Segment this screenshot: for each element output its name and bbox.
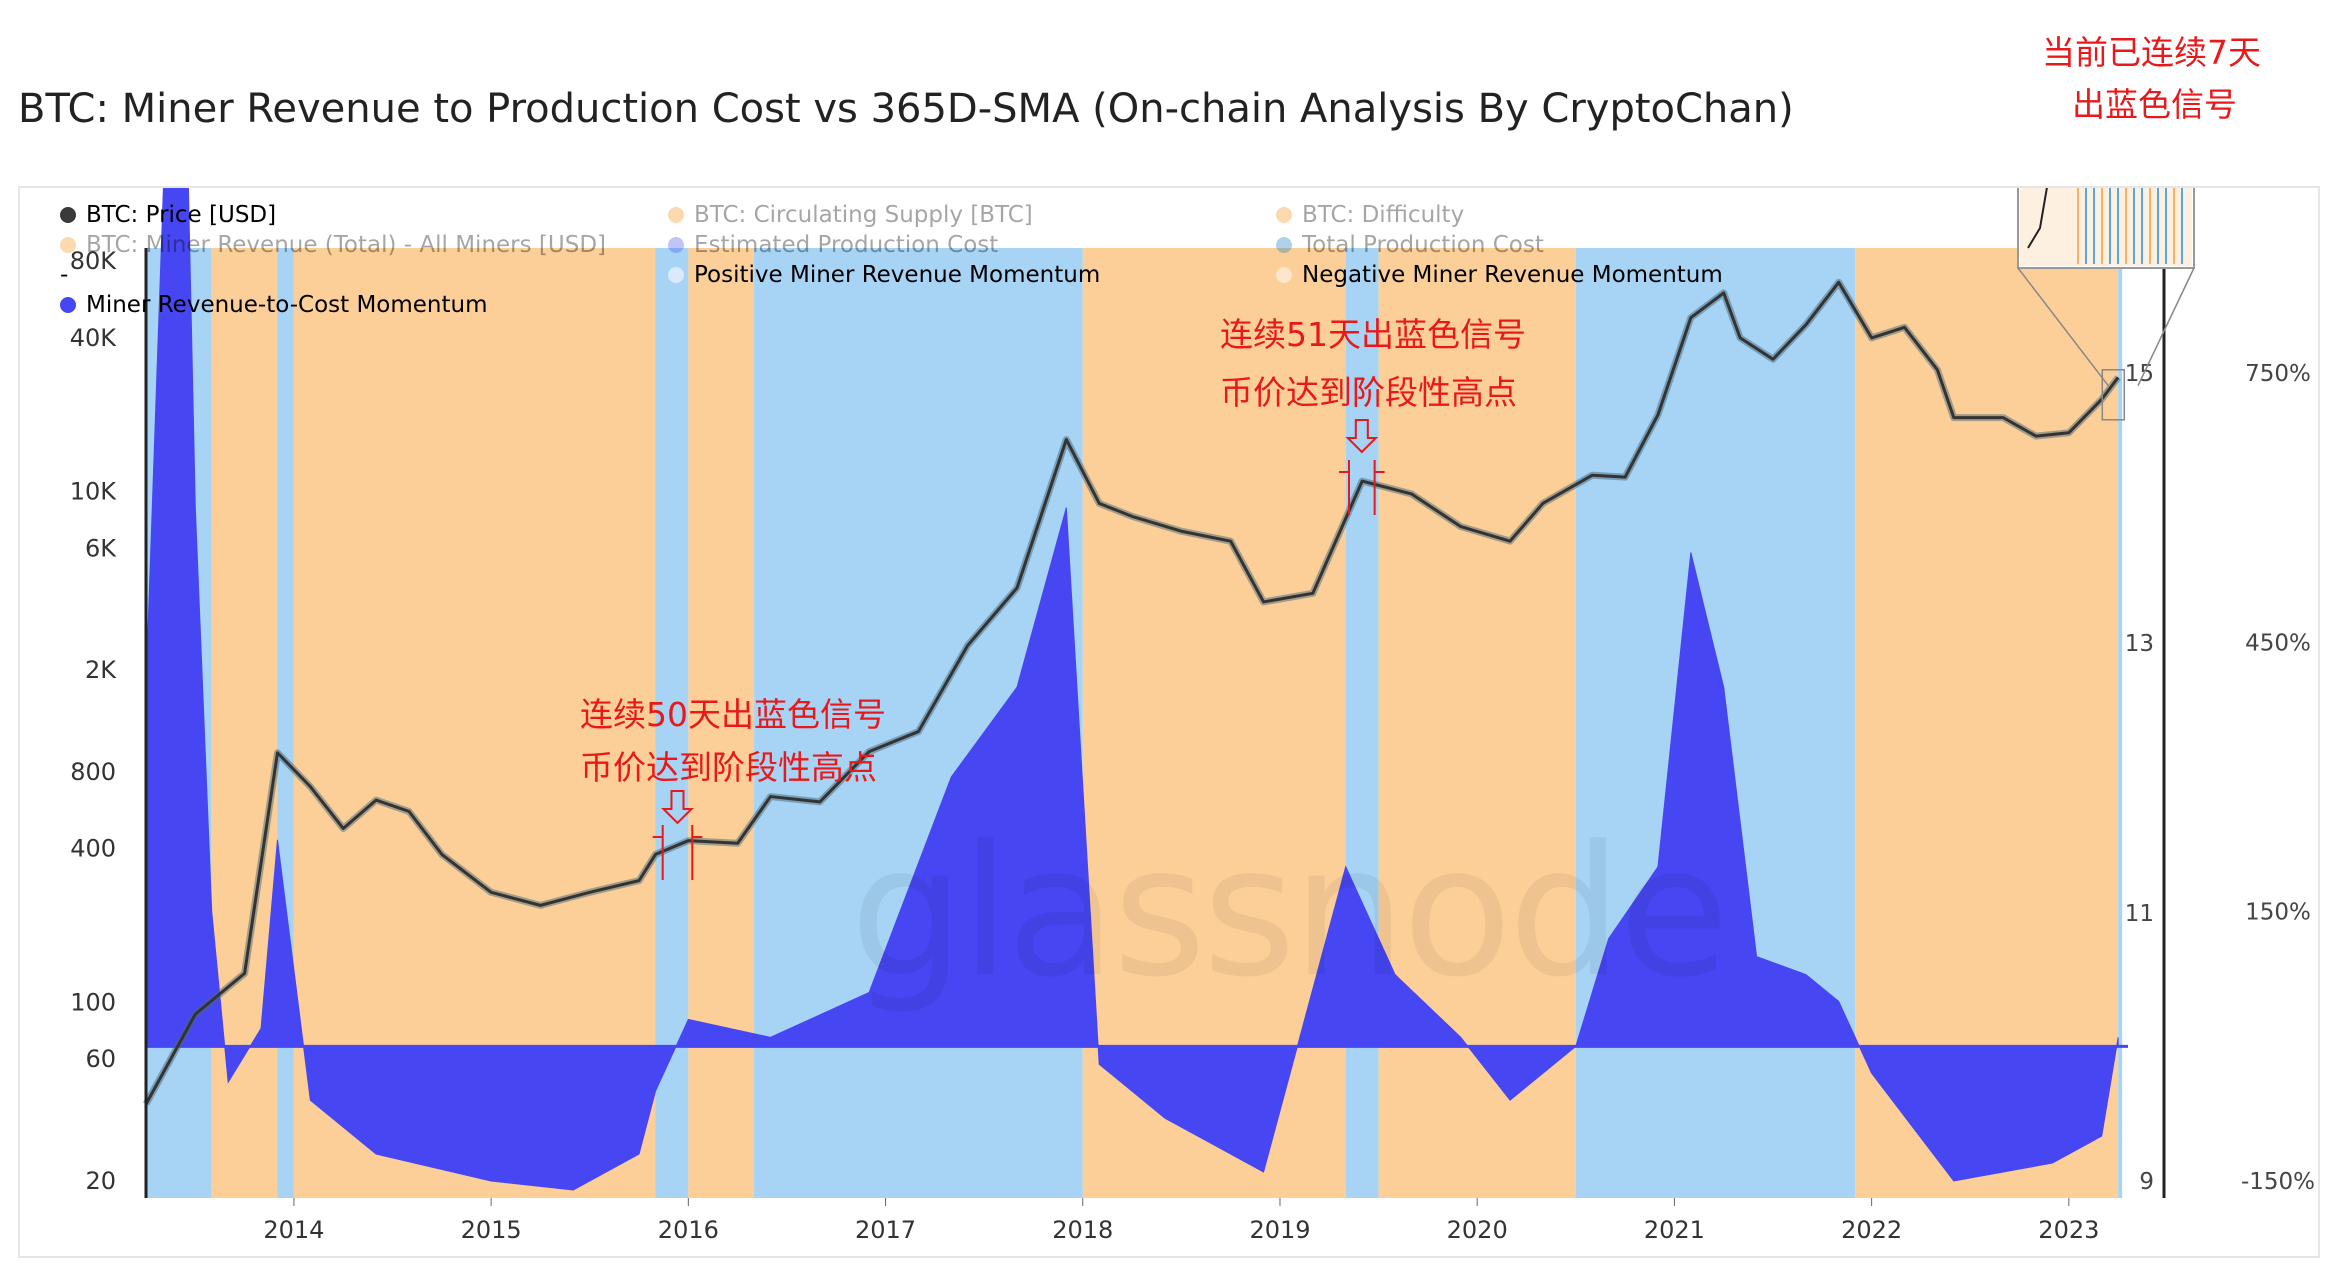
watermark: glassnode [850, 808, 1729, 1017]
legend-label: BTC: Difficulty [1302, 202, 1465, 228]
x-tick-label: 2021 [1644, 1216, 1705, 1244]
legend-item[interactable]: Miner Revenue-to-Cost Momentum [60, 292, 488, 318]
legend-label: BTC: Circulating Supply [BTC] [694, 202, 1033, 228]
legend-item[interactable]: BTC: Difficulty [1276, 202, 1464, 228]
y-right-tick-label: 150% [2245, 900, 2311, 926]
annotation-1-line1: 连续50天出蓝色信号 [580, 695, 886, 734]
y-right-tick-label: -150% [2241, 1169, 2315, 1195]
y-left-tick-label: 400 [70, 835, 116, 863]
annotation-3-line1: 当前已连续7天 [2042, 33, 2261, 72]
y-left-tick-label: 20 [85, 1167, 116, 1195]
legend-dot-icon [60, 237, 76, 253]
signal-band-positive [277, 248, 294, 1198]
chart-frame: 2014 2015 2016 2017 2018 2019 2020 2021 2022 2023… [18, 33, 2320, 1258]
zoom-inset-bg [2020, 188, 2192, 266]
legend-item[interactable]: Positive Miner Revenue Momentum [668, 262, 1100, 288]
legend-label: Miner Revenue-to-Cost Momentum [86, 292, 488, 318]
legend-label: BTC: Miner Revenue (Total) - All Miners … [86, 232, 607, 258]
signal-band-positive [2118, 248, 2123, 1198]
legend-label: Negative Miner Revenue Momentum [1302, 262, 1723, 288]
y-left-tick-label: 80K [70, 247, 118, 275]
annotation-2-line1: 连续51天出蓝色信号 [1220, 315, 1526, 354]
legend-dot-icon [1276, 267, 1292, 283]
legend-dot-icon [668, 237, 684, 253]
x-tick-label: 2023 [2038, 1216, 2099, 1244]
legend-dot-icon [1276, 207, 1292, 223]
x-tick-label: 2017 [855, 1216, 916, 1244]
legend-item[interactable]: BTC: Price [USD] [60, 202, 276, 228]
momentum-area [145, 188, 2119, 1191]
legend-item[interactable]: - [60, 262, 68, 288]
y-right-tick-label: 750% [2245, 361, 2311, 387]
legend-item[interactable]: Estimated Production Cost [668, 232, 998, 258]
legend-dot-icon [60, 297, 76, 313]
x-tick-label: 2022 [1841, 1216, 1902, 1244]
y-mid-tick-label: 11 [2125, 901, 2154, 927]
legend-item[interactable]: Negative Miner Revenue Momentum [1276, 262, 1723, 288]
y-left-tick-label: 800 [70, 758, 116, 786]
signal-band-negative [1855, 248, 2119, 1198]
legend-item[interactable]: BTC: Circulating Supply [BTC] [668, 202, 1033, 228]
page-title: BTC: Miner Revenue to Production Cost vs… [18, 86, 1794, 132]
legend-label: - [60, 262, 69, 288]
bracket-2016-arrow [661, 790, 694, 825]
legend-item[interactable]: BTC: Miner Revenue (Total) - All Miners … [60, 232, 606, 258]
bracket-2019-arrow [1345, 419, 1379, 454]
y-left-tick-label: 2K [85, 656, 117, 684]
y-mid-tick-label: 13 [2125, 631, 2154, 657]
y-mid-tick-label: 9 [2139, 1169, 2154, 1195]
x-tick-label: 2015 [461, 1216, 522, 1244]
legend-label: Positive Miner Revenue Momentum [694, 262, 1101, 288]
y-right-tick-label: 450% [2245, 630, 2311, 656]
y-left-tick-label: 6K [85, 534, 117, 562]
x-tick-label: 2016 [658, 1216, 719, 1244]
x-tick-label: 2018 [1052, 1216, 1113, 1244]
legend-dot-icon [1276, 237, 1292, 253]
zoom-source-box [2101, 369, 2126, 421]
legend-label: Estimated Production Cost [694, 232, 999, 258]
legend-label: BTC: Price [USD] [86, 202, 277, 228]
y-left-tick-label: 40K [70, 324, 118, 352]
x-tick-label: 2020 [1447, 1216, 1508, 1244]
x-tick-label: 2014 [263, 1216, 324, 1244]
legend-label: Total Production Cost [1302, 232, 1544, 258]
legend-dot-icon [668, 207, 684, 223]
y-left-tick-label: 100 [70, 988, 116, 1016]
annotation-1-line2: 币价达到阶段性高点 [580, 748, 877, 787]
zoom-inset-line [2027, 188, 2048, 249]
annotation-2-line2: 币价达到阶段性高点 [1220, 373, 1517, 412]
zoom-connector-right [2137, 267, 2195, 386]
signal-band-negative [293, 248, 656, 1198]
y-left-tick-label: 60 [85, 1045, 116, 1073]
y-left-tick-label: 10K [70, 478, 118, 506]
x-tick-label: 2019 [1249, 1216, 1310, 1244]
legend-dot-icon [668, 267, 684, 283]
zoom-connector-left [2017, 267, 2109, 387]
legend-dot-icon [60, 207, 76, 223]
price-line [144, 280, 2120, 1105]
chart-svg: 2014 2015 2016 2017 2018 2019 2020 2021 2022 2023… [70, 188, 2315, 1244]
annotation-3-line2: 出蓝色信号 [2072, 85, 2237, 124]
legend-item[interactable]: Total Production Cost [1276, 232, 1544, 258]
